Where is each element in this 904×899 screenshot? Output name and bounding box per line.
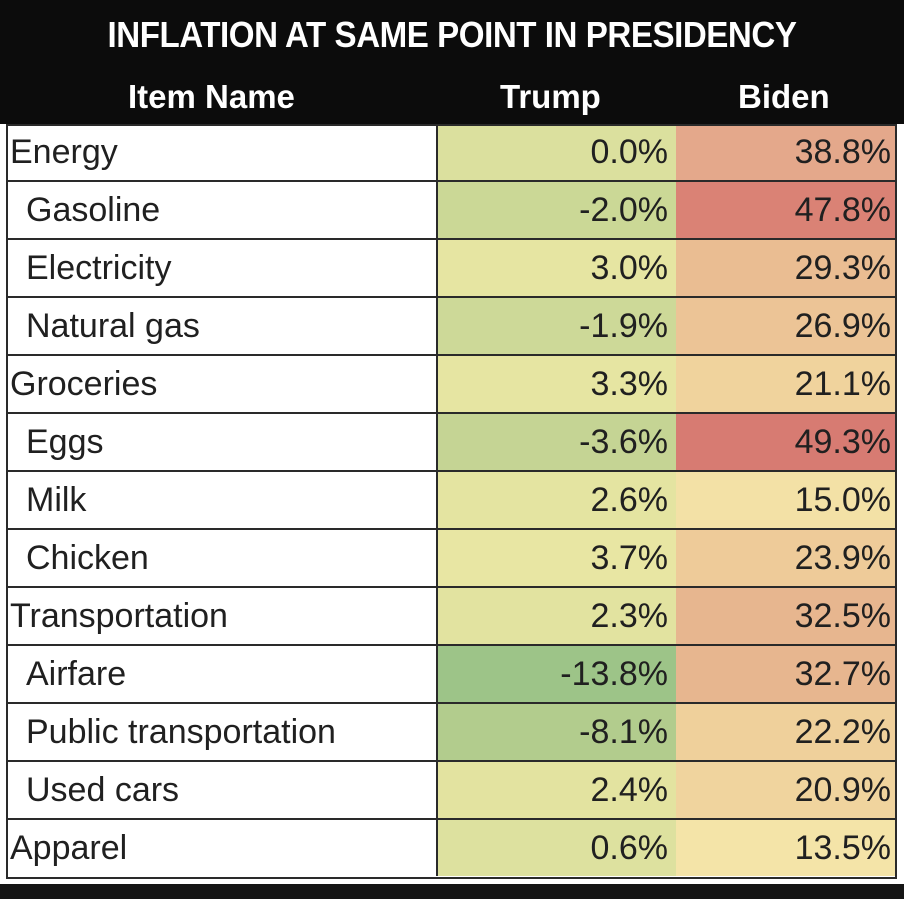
cell-item-name: Gasoline xyxy=(6,182,438,238)
column-header-item-name: Item Name xyxy=(128,78,295,115)
cell-item-name: Milk xyxy=(6,472,438,528)
item-name-label: Apparel xyxy=(10,829,128,867)
item-name-label: Electricity xyxy=(26,249,172,287)
table-row: Milk 2.6% 15.0% xyxy=(6,472,897,530)
cell-item-name: Airfare xyxy=(6,646,438,702)
cell-trump-value: 2.4% xyxy=(438,762,676,818)
cell-trump-value: 0.0% xyxy=(438,124,676,180)
cell-biden-value: 32.7% xyxy=(676,646,897,702)
table-row: Electricity 3.0% 29.3% xyxy=(6,240,897,298)
cell-trump-value: 3.7% xyxy=(438,530,676,586)
table-row: Apparel 0.6% 13.5% xyxy=(6,820,897,878)
cell-item-name: Electricity xyxy=(6,240,438,296)
bottom-edge-bar xyxy=(0,884,904,899)
item-name-label: Public transportation xyxy=(26,713,336,751)
cell-item-name: Transportation xyxy=(6,588,438,644)
table-row: Eggs -3.6% 49.3% xyxy=(6,414,897,472)
cell-item-name: Eggs xyxy=(6,414,438,470)
cell-item-name: Groceries xyxy=(6,356,438,412)
item-name-label: Groceries xyxy=(10,365,158,403)
cell-biden-value: 32.5% xyxy=(676,588,897,644)
cell-biden-value: 29.3% xyxy=(676,240,897,296)
cell-trump-value: 2.3% xyxy=(438,588,676,644)
cell-item-name: Used cars xyxy=(6,762,438,818)
table-title: INFLATION AT SAME POINT IN PRESIDENCY xyxy=(107,14,797,55)
cell-item-name: Public transportation xyxy=(6,704,438,760)
item-name-label: Airfare xyxy=(26,655,127,693)
item-name-label: Eggs xyxy=(26,423,104,461)
table-row: Gasoline -2.0% 47.8% xyxy=(6,182,897,240)
table-row: Groceries 3.3% 21.1% xyxy=(6,356,897,414)
cell-biden-value: 38.8% xyxy=(676,124,897,180)
table-row: Energy 0.0% 38.8% xyxy=(6,124,897,182)
cell-item-name: Chicken xyxy=(6,530,438,586)
item-name-label: Energy xyxy=(10,133,118,171)
column-header-trump: Trump xyxy=(500,78,601,115)
cell-biden-value: 15.0% xyxy=(676,472,897,528)
item-name-label: Transportation xyxy=(10,597,228,635)
cell-trump-value: 3.0% xyxy=(438,240,676,296)
column-header-biden: Biden xyxy=(738,78,830,115)
cell-trump-value: 2.6% xyxy=(438,472,676,528)
item-name-label: Chicken xyxy=(26,539,149,577)
cell-trump-value: -3.6% xyxy=(438,414,676,470)
cell-trump-value: -1.9% xyxy=(438,298,676,354)
cell-biden-value: 49.3% xyxy=(676,414,897,470)
cell-trump-value: -2.0% xyxy=(438,182,676,238)
cell-biden-value: 26.9% xyxy=(676,298,897,354)
cell-biden-value: 13.5% xyxy=(676,820,897,876)
cell-trump-value: -8.1% xyxy=(438,704,676,760)
cell-trump-value: 0.6% xyxy=(438,820,676,876)
cell-biden-value: 47.8% xyxy=(676,182,897,238)
table-row: Used cars 2.4% 20.9% xyxy=(6,762,897,820)
item-name-label: Used cars xyxy=(26,771,180,809)
table-row: Natural gas -1.9% 26.9% xyxy=(6,298,897,356)
table-row: Airfare -13.8% 32.7% xyxy=(6,646,897,704)
cell-biden-value: 22.2% xyxy=(676,704,897,760)
item-name-label: Natural gas xyxy=(26,307,200,345)
cell-trump-value: 3.3% xyxy=(438,356,676,412)
cell-item-name: Energy xyxy=(6,124,438,180)
table-row: Chicken 3.7% 23.9% xyxy=(6,530,897,588)
cell-trump-value: -13.8% xyxy=(438,646,676,702)
table-row: Transportation 2.3% 32.5% xyxy=(6,588,897,646)
item-name-label: Milk xyxy=(26,481,87,519)
cell-biden-value: 23.9% xyxy=(676,530,897,586)
table-row: Public transportation -8.1% 22.2% xyxy=(6,704,897,762)
cell-item-name: Apparel xyxy=(6,820,438,876)
cell-item-name: Natural gas xyxy=(6,298,438,354)
item-name-label: Gasoline xyxy=(26,191,161,229)
cell-biden-value: 21.1% xyxy=(676,356,897,412)
cell-biden-value: 20.9% xyxy=(676,762,897,818)
table-header: INFLATION AT SAME POINT IN PRESIDENCY It… xyxy=(0,0,904,124)
